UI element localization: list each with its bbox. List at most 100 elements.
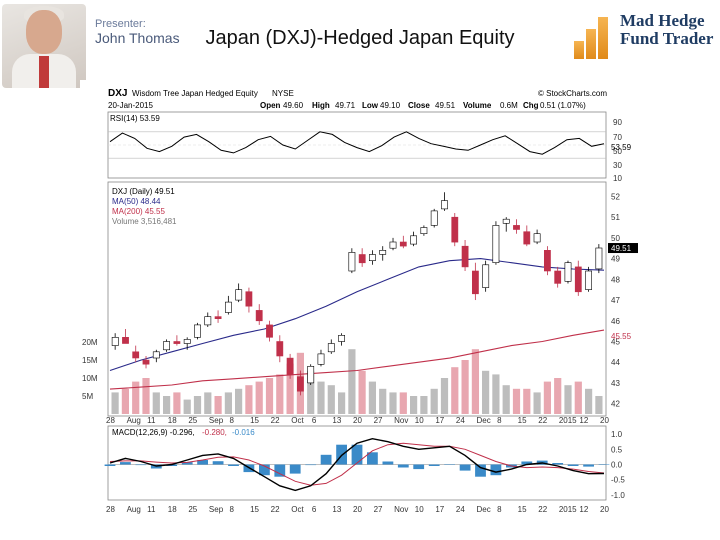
volume-tick-10M: 10M — [82, 374, 98, 383]
candle-body — [307, 365, 315, 384]
price-tick-43: 43 — [611, 379, 620, 388]
low-label: Low — [362, 101, 379, 110]
rsi-current-label: 53.59 — [611, 143, 632, 152]
x-label-top-13: 27 — [374, 416, 383, 425]
macd-histogram-bar — [475, 464, 486, 477]
photo-face — [26, 10, 62, 54]
macd-histogram-bar — [228, 464, 239, 466]
slide-title: Japan (DXJ)-Hedged Japan Equity — [205, 27, 515, 49]
candle-body — [338, 335, 345, 342]
ma200-current-label: 45.55 — [611, 332, 632, 341]
rsi-tick-10: 10 — [613, 174, 622, 183]
volume-bar — [492, 374, 500, 414]
x-label-bottom-1: Aug — [127, 505, 141, 514]
candle-body — [564, 262, 572, 282]
volume-bar — [173, 392, 181, 414]
price-tick-labels: 52 51 50 49 48 47 46 45 44 43 42 — [611, 192, 620, 408]
candle-body — [225, 301, 232, 313]
volume-tick-15M: 15M — [82, 356, 98, 365]
legend-ma50: MA(50) 48.44 — [112, 197, 161, 206]
macd-tick-labels: 1.0 0.5 0.0 -0.5 -1.0 — [611, 430, 625, 500]
volume-bar — [574, 381, 582, 414]
volume-tick-labels: 20M 15M 10M 5M — [82, 338, 98, 401]
x-label-bottom-12: 20 — [353, 505, 362, 514]
moving-average-layer — [109, 258, 605, 390]
x-label-bottom-18: Dec — [477, 505, 491, 514]
candle-body — [430, 210, 438, 226]
candle-body — [194, 324, 201, 338]
x-label-bottom-24: 20 — [600, 505, 609, 514]
volume-tick-5M: 5M — [82, 392, 93, 401]
macd-tick-0: 1.0 — [611, 430, 623, 439]
candle-body — [276, 341, 284, 357]
macd-tick-3: -0.5 — [611, 476, 625, 485]
x-label-bottom-21: 22 — [538, 505, 547, 514]
macd-histogram-bar — [305, 464, 317, 466]
x-label-top-19: 8 — [497, 416, 502, 425]
macd-histogram-bar — [521, 461, 533, 465]
macd-histogram-bar — [567, 464, 579, 466]
volume-bar — [348, 349, 356, 414]
price-tick-47: 47 — [611, 296, 620, 305]
close-value: 49.51 — [435, 101, 456, 110]
x-label-top-20: 15 — [518, 416, 527, 425]
candle-body — [399, 241, 407, 247]
macd-histogram-bar — [104, 464, 116, 466]
low-value: 49.10 — [380, 101, 401, 110]
price-tick-52: 52 — [611, 192, 620, 201]
x-label-bottom-13: 27 — [374, 505, 383, 514]
volume-bar — [523, 388, 531, 414]
candle-body — [163, 341, 170, 351]
x-axis-labels-price: 28 Aug 11 18 25 Sep 8 15 22 Oct 6 13 20 27 Nov 10 17 24 De… — [106, 416, 609, 425]
candle-body — [554, 270, 562, 284]
volume-bar — [193, 396, 202, 414]
rsi-label: RSI(14) 53.59 — [110, 114, 160, 123]
header-name: Wisdom Tree Japan Hedged Equity — [132, 89, 258, 98]
macd-tick-1: 0.5 — [611, 445, 623, 454]
macd-histogram-bar — [135, 464, 147, 466]
macd-histogram-bar — [166, 464, 178, 466]
x-label-bottom-16: 17 — [435, 505, 444, 514]
candle-body — [132, 351, 140, 359]
volume-bar — [204, 392, 212, 414]
x-label-bottom-20: 15 — [518, 505, 527, 514]
volume-bar — [152, 392, 160, 414]
volume-bar — [368, 381, 376, 414]
x-label-bottom-0: 28 — [106, 505, 115, 514]
x-label-top-11: 13 — [332, 416, 341, 425]
x-label-top-5: Sep — [209, 416, 224, 425]
macd-tick-4: -1.0 — [611, 491, 625, 500]
x-label-bottom-22: 2015 — [559, 505, 577, 514]
macd-histogram-bar — [197, 460, 208, 465]
macd-histogram-bar — [320, 454, 332, 465]
volume-bar — [121, 388, 129, 414]
x-label-top-23: 12 — [579, 416, 588, 425]
candle-body — [523, 231, 531, 245]
volume-label: Volume — [463, 101, 492, 110]
rsi-tick-90: 90 — [613, 118, 622, 127]
x-label-top-16: 17 — [435, 416, 444, 425]
candle-body — [214, 316, 222, 320]
candle-body — [245, 291, 253, 307]
volume-bar — [327, 385, 335, 414]
candle-body — [327, 343, 335, 353]
macd-signal-label: -0.280, — [202, 428, 227, 437]
macd-histogram-bar — [259, 464, 270, 476]
rsi-tick-30: 30 — [613, 161, 622, 170]
macd-histogram-bar — [367, 452, 378, 465]
volume-bar — [265, 378, 274, 414]
macd-histogram-bar — [490, 464, 502, 476]
candle-body — [235, 289, 243, 301]
macd-tick-2: 0.0 — [611, 461, 623, 470]
candlestick-layer — [111, 192, 603, 396]
macd-histogram-bar — [120, 462, 131, 465]
macd-histogram-bar — [397, 464, 409, 468]
candle-body — [420, 227, 428, 234]
high-label: High — [312, 101, 330, 110]
volume-bar — [543, 381, 551, 414]
price-current-labels: 49.51 45.55 — [608, 243, 638, 341]
candle-body — [111, 336, 119, 346]
candle-body — [574, 266, 582, 293]
close-label: Close — [408, 101, 430, 110]
x-label-bottom-7: 15 — [250, 505, 259, 514]
